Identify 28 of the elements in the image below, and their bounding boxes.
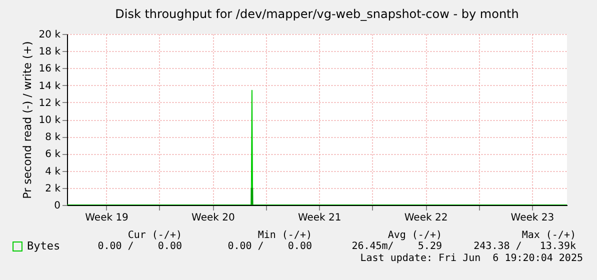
text: Min (-/+): [256, 230, 312, 241]
y-tick-label: 16 k: [38, 64, 61, 75]
text: 26.45m/ 5.29: [350, 241, 442, 252]
text: Last update: Fri Jun 6 19:20:04 2025: [360, 253, 583, 264]
y-axis-title: Pr second read (-) / write (+): [20, 41, 34, 199]
y-tick-label: 0: [54, 200, 60, 212]
y-tick-label: 14 k: [38, 80, 61, 92]
x-tick-label: Week 19: [85, 212, 128, 224]
y-tick-label: 20 k: [38, 30, 61, 40]
y-tick-label: 18 k: [38, 46, 61, 58]
x-tick-label: Week 21: [298, 212, 342, 224]
text: 0.00 / 0.00: [96, 241, 182, 252]
y-tick-label: 4 k: [45, 166, 61, 178]
text: 0.00 / 0.00: [226, 241, 312, 252]
x-tick-label: Week 23: [510, 212, 554, 224]
text: 243.38 / 13.39k: [472, 241, 576, 252]
legend-label: Bytes: [27, 240, 60, 252]
y-tick-label: 10 k: [38, 115, 61, 126]
text: Cur (-/+): [126, 230, 182, 241]
text: Max (-/+): [520, 230, 576, 241]
y-tick-label: 2 k: [45, 183, 61, 194]
chart-title: Disk throughput for /dev/mapper/vg-web_snapshot-cow - by month: [115, 7, 519, 21]
y-tick-label: 8 k: [45, 132, 61, 144]
x-tick-label: Week 20: [192, 212, 235, 224]
y-tick-label: 12 k: [38, 98, 61, 109]
y-tick-label: 6 k: [45, 149, 61, 160]
text: Avg (-/+): [386, 230, 442, 241]
x-tick-label: Week 22: [404, 212, 448, 224]
